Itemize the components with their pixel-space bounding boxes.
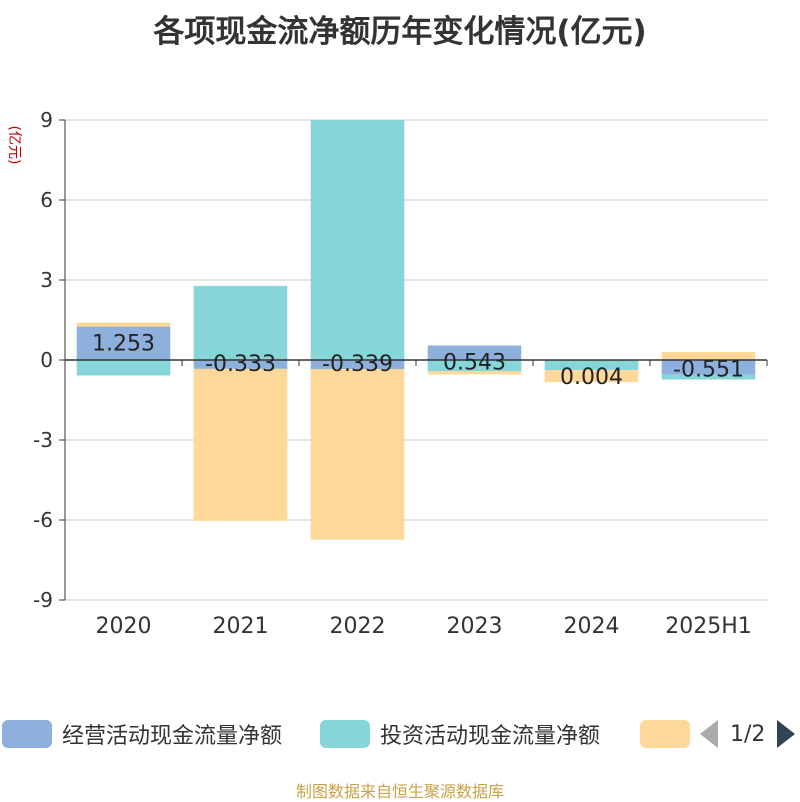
- legend-item-investing[interactable]: 投资活动现金流量净额: [320, 716, 600, 752]
- y-tick-label: -6: [33, 508, 53, 532]
- y-axis-label: (亿元): [6, 126, 22, 165]
- data-label-2023: 0.543: [443, 351, 506, 376]
- legend-swatch-operating: [2, 720, 52, 748]
- y-tick-label: -3: [33, 428, 53, 452]
- bar-2021-series-2: [194, 286, 288, 360]
- bar-2021-series-3: [194, 369, 288, 521]
- bars-layer: [77, 120, 756, 540]
- y-tick-label: 9: [40, 108, 53, 132]
- data-label-2025H1: -0.551: [673, 358, 744, 383]
- x-tick-label-2021: 2021: [213, 614, 269, 639]
- legend-item-financing[interactable]: [640, 716, 690, 752]
- x-tick-label-2020: 2020: [96, 614, 152, 639]
- y-tick-label: 6: [40, 188, 53, 212]
- bar-2020-series-2: [77, 360, 171, 375]
- source-note: 制图数据来自恒生聚源数据库: [0, 778, 800, 802]
- y-tick-label: -9: [33, 588, 53, 612]
- legend: 经营活动现金流量净额 投资活动现金流量净额 1/2: [0, 716, 800, 752]
- x-tick-label-2024: 2024: [564, 614, 620, 639]
- legend-page-indicator: 1/2: [730, 722, 765, 747]
- legend-item-operating[interactable]: 经营活动现金流量净额: [2, 716, 282, 752]
- legend-swatch-financing: [640, 720, 690, 748]
- y-tick-label: 0: [40, 348, 53, 372]
- legend-prev-icon[interactable]: [700, 720, 718, 748]
- legend-next-icon[interactable]: [777, 720, 795, 748]
- x-tick-label-2025H1: 2025H1: [665, 614, 752, 639]
- data-label-2024: 0.004: [560, 365, 623, 390]
- legend-label-investing: 投资活动现金流量净额: [380, 718, 600, 750]
- data-label-2022: -0.339: [322, 352, 393, 377]
- bar-2022-series-2: [311, 120, 405, 360]
- legend-pager: 1/2: [700, 716, 795, 752]
- x-tick-label-2022: 2022: [330, 614, 386, 639]
- bar-2022-series-3: [311, 369, 405, 540]
- y-tick-label: 3: [40, 268, 53, 292]
- data-label-2021: -0.333: [205, 352, 276, 377]
- bar-2020-series-3: [77, 323, 171, 327]
- data-label-2020: 1.253: [92, 332, 155, 357]
- legend-swatch-investing: [320, 720, 370, 748]
- x-tick-label-2023: 2023: [447, 614, 503, 639]
- legend-label-operating: 经营活动现金流量净额: [62, 718, 282, 750]
